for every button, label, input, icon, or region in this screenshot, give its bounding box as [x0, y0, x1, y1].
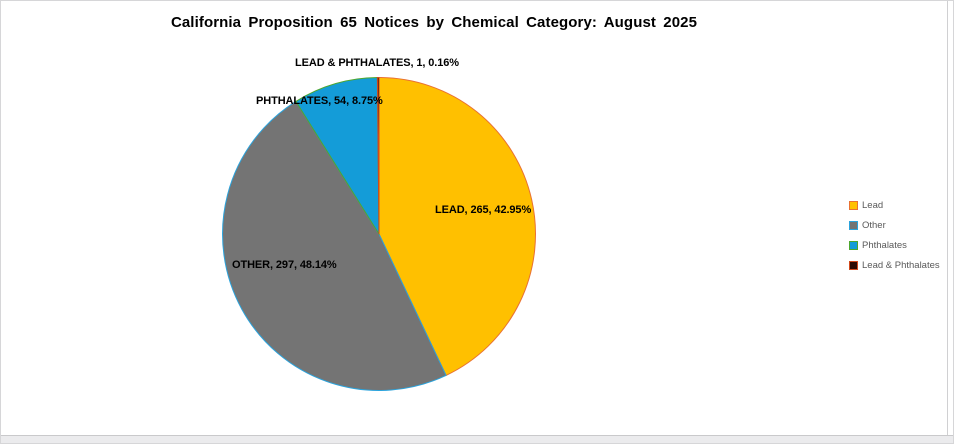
legend-item-phthalates[interactable]: Phthalates [849, 235, 940, 255]
chart-title: California Proposition 65 Notices by Che… [170, 14, 698, 31]
pie-slice-lead[interactable] [378, 76, 536, 377]
legend-label-lead-and-phthalates: Lead & Phthalates [862, 259, 940, 271]
pie-slice-lead-phthalates[interactable] [376, 76, 380, 235]
legend-marker-other-icon [849, 220, 858, 230]
legend-marker-lead-and-phthalates-icon [849, 260, 858, 270]
pie-slice-other[interactable] [222, 100, 447, 391]
legend-item-lead[interactable]: Lead [849, 195, 940, 215]
legend-label-other: Other [862, 219, 886, 231]
pie-label-lead-and-phthalates: LEAD & PHTHALATES, 1, 0.16% [295, 57, 459, 69]
frame-right-border [947, 1, 948, 438]
legend-label-lead: Lead [862, 199, 884, 211]
pie-slice-phthalates[interactable] [295, 77, 380, 236]
frame-bottom-bar [1, 435, 953, 443]
legend-marker-lead-icon [849, 200, 858, 210]
legend-label-phthalates: Phthalates [862, 239, 907, 251]
legend-item-other[interactable]: Other [849, 215, 940, 235]
pie-label-other: OTHER, 297, 48.14% [232, 259, 337, 271]
pie-chart[interactable] [221, 76, 537, 392]
pie-label-lead: LEAD, 265, 42.95% [435, 204, 532, 216]
legend-item-lead-and-phthalates[interactable]: Lead & Phthalates [849, 255, 940, 275]
pie-label-phthalates: PHTHALATES, 54, 8.75% [256, 95, 383, 107]
legend-marker-phthalates-icon [849, 240, 858, 250]
chart-legend: Lead Other Phthalates Lead & Phthalates [849, 195, 940, 275]
